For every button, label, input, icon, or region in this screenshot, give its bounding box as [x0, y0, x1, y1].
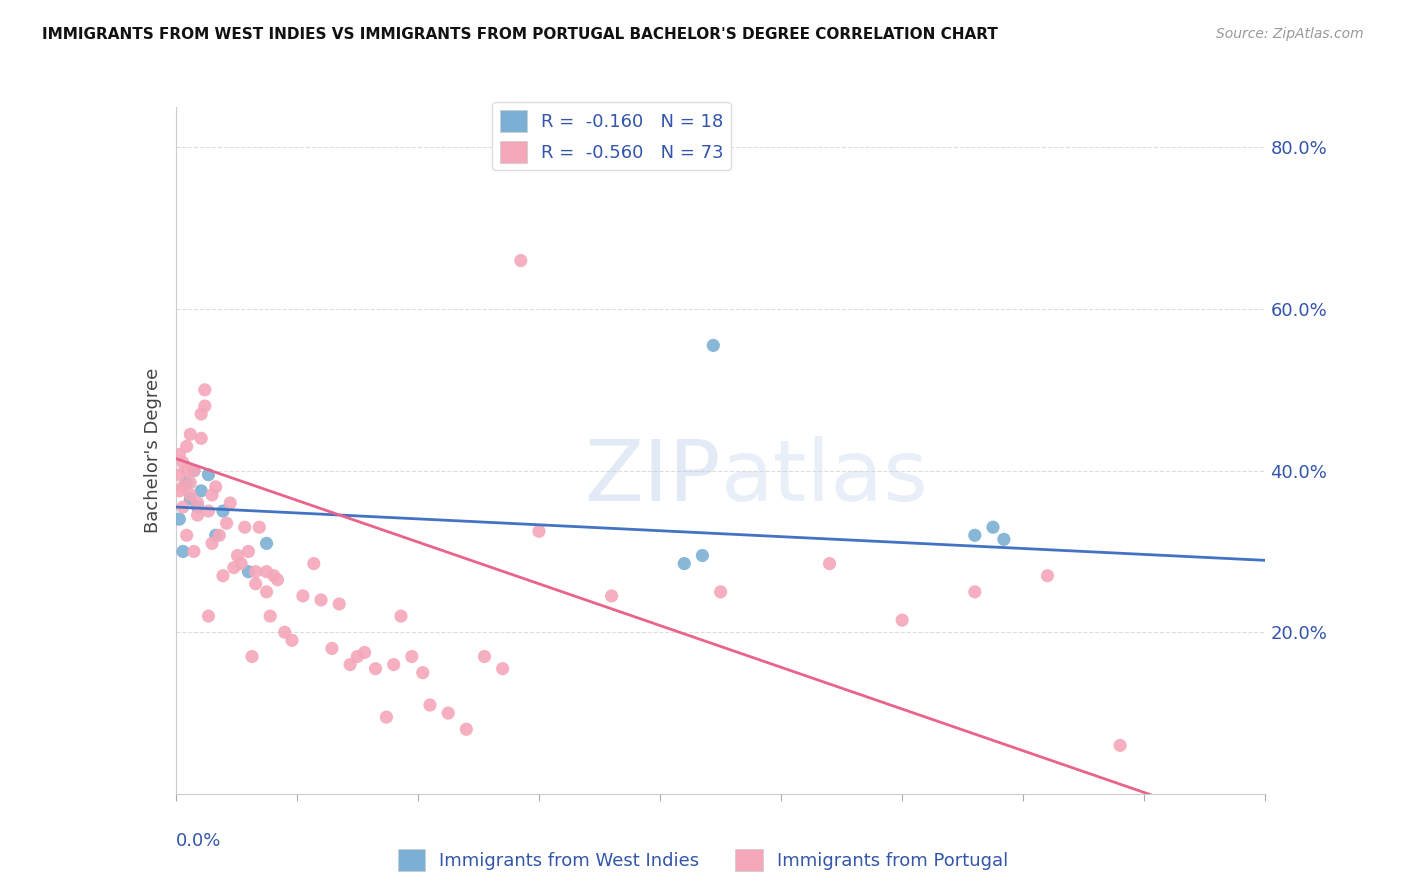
Point [339, 657, 361, 672]
Point [492, 662, 515, 676]
Point [412, 665, 434, 680]
Point [172, 480, 194, 494]
Point [194, 383, 217, 397]
Point [474, 649, 496, 664]
Point [169, 448, 191, 462]
Point [238, 565, 260, 579]
Point [179, 488, 201, 502]
Point [256, 565, 278, 579]
Point [702, 338, 724, 352]
Point [389, 609, 412, 624]
Point [401, 649, 423, 664]
Point [231, 557, 253, 571]
Point [179, 475, 201, 490]
Point [247, 520, 270, 534]
Point [172, 500, 194, 514]
Point [256, 585, 278, 599]
Point [233, 520, 256, 534]
Y-axis label: Bachelor's Degree: Bachelor's Degree [143, 368, 162, 533]
Point [382, 657, 405, 672]
Point [176, 475, 198, 490]
Point [259, 609, 281, 624]
Point [204, 480, 226, 494]
Point [328, 597, 350, 611]
Point [204, 528, 226, 542]
Text: IMMIGRANTS FROM WEST INDIES VS IMMIGRANTS FROM PORTUGAL BACHELOR'S DEGREE CORREL: IMMIGRANTS FROM WEST INDIES VS IMMIGRANT… [42, 27, 998, 42]
Point [302, 557, 325, 571]
Point [183, 464, 205, 478]
Point [179, 427, 201, 442]
Point [266, 573, 288, 587]
Point [226, 549, 249, 563]
Point [194, 399, 217, 413]
Point [375, 710, 398, 724]
Point [364, 662, 387, 676]
Legend: R =  -0.160   N = 18, R =  -0.560   N = 73: R = -0.160 N = 18, R = -0.560 N = 73 [492, 103, 731, 169]
Point [673, 557, 696, 571]
Text: atlas: atlas [721, 436, 928, 519]
Point [238, 544, 260, 558]
Point [891, 613, 914, 627]
Text: ZIP: ZIP [583, 436, 721, 519]
Point [419, 698, 441, 712]
Point [281, 633, 304, 648]
Point [186, 500, 209, 514]
Point [456, 723, 478, 737]
Point [183, 464, 205, 478]
Point [346, 649, 368, 664]
Point [197, 504, 219, 518]
Point [1036, 568, 1059, 582]
Point [172, 456, 194, 470]
Point [212, 568, 235, 582]
Point [240, 649, 263, 664]
Point [291, 589, 314, 603]
Point [208, 528, 231, 542]
Point [169, 467, 191, 482]
Point [222, 560, 245, 574]
Point [215, 516, 238, 531]
Point [176, 528, 198, 542]
Point [179, 491, 201, 506]
Point [169, 512, 191, 526]
Point [190, 407, 212, 421]
Point [201, 536, 224, 550]
Point [309, 593, 332, 607]
Point [600, 589, 623, 603]
Point [981, 520, 1004, 534]
Point [172, 544, 194, 558]
Point [263, 568, 285, 582]
Point [274, 625, 297, 640]
Point [201, 488, 224, 502]
Text: 0.0%: 0.0% [176, 831, 221, 850]
Point [186, 496, 209, 510]
Point [256, 536, 278, 550]
Point [245, 565, 267, 579]
Point [818, 557, 841, 571]
Point [1109, 739, 1132, 753]
Point [509, 253, 531, 268]
Legend: Immigrants from West Indies, Immigrants from Portugal: Immigrants from West Indies, Immigrants … [391, 842, 1015, 879]
Point [190, 431, 212, 445]
Point [437, 706, 460, 720]
Point [353, 645, 375, 659]
Point [993, 533, 1015, 547]
Point [692, 549, 714, 563]
Point [197, 609, 219, 624]
Point [176, 439, 198, 453]
Point [212, 504, 235, 518]
Point [710, 585, 733, 599]
Point [176, 464, 198, 478]
Point [321, 641, 343, 656]
Point [183, 544, 205, 558]
Text: Source: ZipAtlas.com: Source: ZipAtlas.com [1216, 27, 1364, 41]
Point [963, 528, 986, 542]
Point [245, 576, 267, 591]
Point [527, 524, 550, 539]
Point [219, 496, 242, 510]
Point [186, 508, 209, 522]
Point [963, 585, 986, 599]
Point [190, 483, 212, 498]
Point [197, 467, 219, 482]
Point [169, 483, 191, 498]
